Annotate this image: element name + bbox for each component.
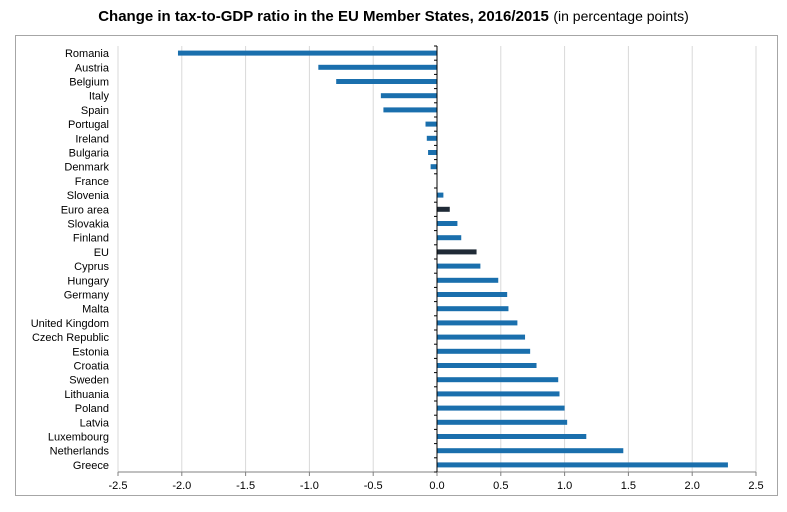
x-tick-label-8: 1.5 [621,480,636,492]
chart-title-main: Change in tax-to-GDP ratio in the EU Mem… [98,8,549,25]
bar-malta [437,306,509,312]
bar-estonia [437,348,531,354]
bar-ireland [426,135,437,141]
category-label-cyprus: Cyprus [74,261,109,273]
bar-cyprus [437,263,481,269]
bar-czech-republic [437,334,526,340]
category-label-united-kingdom: United Kingdom [31,318,109,330]
x-tick-label-0: -2.5 [109,480,128,492]
category-label-italy: Italy [89,91,110,103]
category-label-ireland: Ireland [75,133,109,145]
category-label-estonia: Estonia [72,346,110,358]
x-tick-label-5: 0.0 [429,480,444,492]
bar-austria [318,64,437,70]
x-tick-label-10: 2.5 [748,480,763,492]
category-label-netherlands: Netherlands [50,446,110,458]
x-tick-label-9: 2.0 [685,480,700,492]
x-tick-label-1: -2.0 [172,480,191,492]
category-label-eu: EU [94,247,109,259]
category-label-euro-area: Euro area [61,204,110,216]
x-tick-label-3: -1.0 [300,480,319,492]
bar-latvia [437,419,568,425]
category-label-germany: Germany [64,290,110,302]
bar-belgium [336,79,437,84]
category-label-portugal: Portugal [68,119,109,131]
bar-lithuania [437,391,560,397]
bar-finland [437,235,462,241]
bar-bulgaria [428,150,437,155]
category-label-romania: Romania [65,48,110,60]
bar-luxembourg [437,434,587,439]
category-label-croatia: Croatia [74,361,110,373]
bar-italy [380,93,437,99]
bar-romania [177,50,438,56]
bar-poland [437,405,565,411]
chart-title-units: (in percentage points) [553,8,689,24]
chart-title: Change in tax-to-GDP ratio in the EU Mem… [0,8,787,26]
category-label-czech-republic: Czech Republic [32,332,110,344]
category-label-poland: Poland [75,403,109,415]
category-label-france: France [75,176,109,188]
category-label-slovakia: Slovakia [67,219,109,231]
bar-netherlands [437,448,624,454]
bar-croatia [437,363,537,368]
bar-eu [437,249,477,255]
x-tick-label-7: 1.0 [557,480,572,492]
bar-spain [383,107,437,113]
category-label-belgium: Belgium [69,77,109,89]
category-label-luxembourg: Luxembourg [48,432,109,444]
category-label-hungary: Hungary [67,275,109,287]
category-label-latvia: Latvia [80,417,110,429]
bar-sweden [437,377,559,383]
chart-frame [15,35,778,496]
bar-slovenia [437,192,444,198]
category-label-greece: Greece [73,460,109,472]
category-label-slovenia: Slovenia [67,190,110,202]
bar-slovakia [437,221,458,226]
category-label-spain: Spain [81,105,109,117]
x-tick-label-4: -0.5 [364,480,383,492]
category-label-austria: Austria [75,62,110,74]
category-label-bulgaria: Bulgaria [69,148,110,160]
bar-portugal [425,121,437,127]
category-label-sweden: Sweden [69,375,109,387]
category-label-denmark: Denmark [64,162,109,174]
x-tick-label-2: -1.5 [236,480,255,492]
category-label-malta: Malta [82,304,110,316]
bar-greece [437,462,728,468]
bar-euro-area [437,206,450,212]
bar-united-kingdom [437,320,518,326]
bar-germany [437,292,508,297]
category-label-finland: Finland [73,233,109,245]
bar-hungary [437,277,499,283]
x-tick-label-6: 0.5 [493,480,508,492]
bar-denmark [430,164,437,170]
category-label-lithuania: Lithuania [64,389,110,401]
